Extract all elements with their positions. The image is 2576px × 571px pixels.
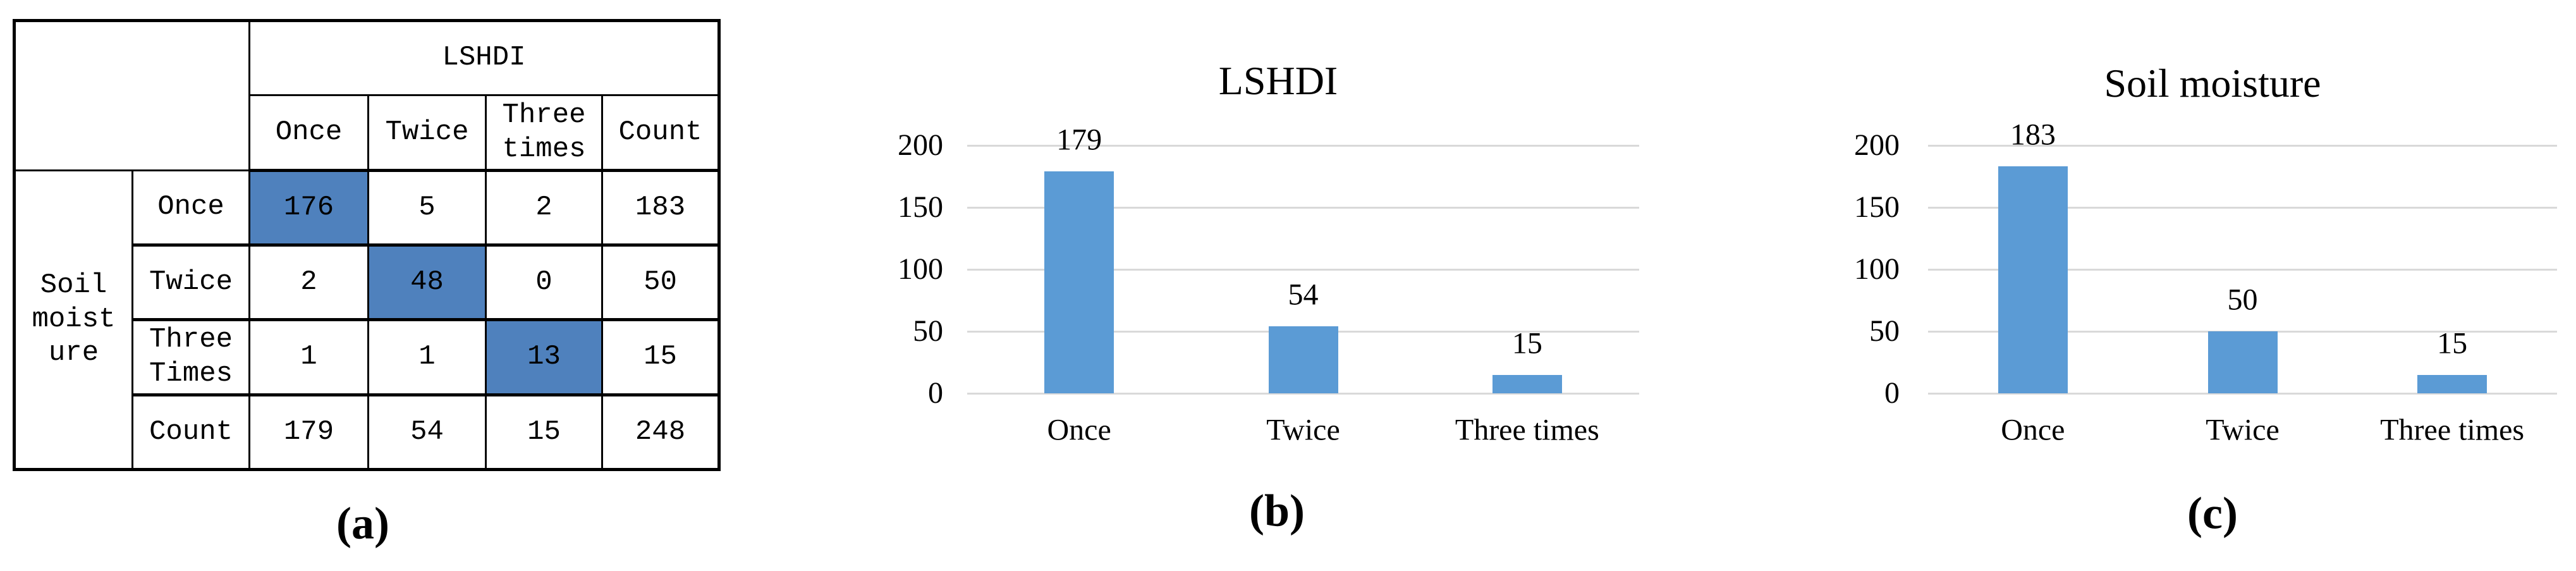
col-header-count: Count <box>601 94 720 172</box>
y-axis-tick-label: 50 <box>1869 314 1900 348</box>
gridline <box>967 393 1639 395</box>
table: LSHDI Once Twice Three times Count Soil … <box>13 19 721 471</box>
table-cell: 54 <box>367 394 487 470</box>
table-cell: 2 <box>485 169 603 247</box>
data-label: 50 <box>2227 283 2258 317</box>
data-label: 15 <box>1511 326 1542 360</box>
row-group-label: Soil moist ure <box>13 169 133 471</box>
chart-title: LSHDI <box>1218 58 1338 103</box>
y-axis-tick-label: 150 <box>1854 190 1900 224</box>
data-label: 54 <box>1288 278 1319 312</box>
x-axis-category-label: Twice <box>1266 413 1340 447</box>
gridline <box>1928 269 2557 271</box>
table-cell: 48 <box>367 244 487 321</box>
x-axis-category-label: Once <box>1047 413 1111 447</box>
bar-once <box>1998 166 2068 393</box>
table-cell: 13 <box>485 319 603 396</box>
table-cell: 1 <box>248 319 369 396</box>
gridline <box>967 269 1639 271</box>
caption-b: (b) <box>1249 485 1305 536</box>
caption-a: (a) <box>336 498 389 549</box>
y-axis-tick-label: 200 <box>1854 128 1900 162</box>
table-cell: 248 <box>601 394 720 470</box>
chart-title: Soil moisture <box>2104 61 2321 106</box>
x-axis-category-label: Once <box>2001 413 2065 447</box>
gridline <box>1928 393 2557 395</box>
gridline <box>967 145 1639 147</box>
y-axis-tick-label: 50 <box>913 314 943 348</box>
gridline <box>1928 207 2557 209</box>
table-cell: 15 <box>601 319 720 396</box>
caption-c: (c) <box>2187 488 2238 539</box>
y-axis-tick-label: 200 <box>898 128 943 162</box>
row-header-twice: Twice <box>131 244 250 321</box>
data-label: 183 <box>2010 118 2056 152</box>
col-header-twice: Twice <box>367 94 487 172</box>
table-corner-cell <box>13 20 250 171</box>
data-label: 179 <box>1056 123 1102 157</box>
table-cell: 50 <box>601 244 720 321</box>
table-cell: 2 <box>248 244 369 321</box>
row-header-three-times: Three Times <box>131 319 250 396</box>
table-cell: 183 <box>601 169 720 247</box>
col-header-once: Once <box>248 94 369 172</box>
bar-twice <box>1268 326 1338 393</box>
y-axis-tick-label: 0 <box>928 376 943 410</box>
table-cell: 179 <box>248 394 369 470</box>
y-axis-tick-label: 150 <box>898 190 943 224</box>
table-cell: 5 <box>367 169 487 247</box>
table-cell: 1 <box>367 319 487 396</box>
bar-once <box>1044 171 1114 393</box>
bar-three-times <box>1492 374 1562 393</box>
x-axis-category-label: Three times <box>1455 413 1599 447</box>
bar-three-times <box>2417 374 2487 393</box>
row-header-count: Count <box>131 394 250 470</box>
y-axis-tick-label: 0 <box>1884 376 1900 410</box>
gridline <box>1928 145 2557 147</box>
table-cell: 15 <box>485 394 603 470</box>
table-cell: 176 <box>248 169 369 247</box>
confusion-matrix-table: LSHDI Once Twice Three times Count Soil … <box>13 19 721 471</box>
data-label: 15 <box>2437 326 2468 360</box>
y-axis-tick-label: 100 <box>898 252 943 286</box>
col-header-three-times: Three times <box>485 94 603 172</box>
gridline <box>967 207 1639 209</box>
x-axis-category-label: Twice <box>2206 413 2280 447</box>
row-header-once: Once <box>131 169 250 247</box>
table-group-header: LSHDI <box>248 20 720 96</box>
table-cell: 0 <box>485 244 603 321</box>
x-axis-category-label: Three times <box>2380 413 2525 447</box>
y-axis-tick-label: 100 <box>1854 252 1900 286</box>
bar-twice <box>2207 331 2278 393</box>
